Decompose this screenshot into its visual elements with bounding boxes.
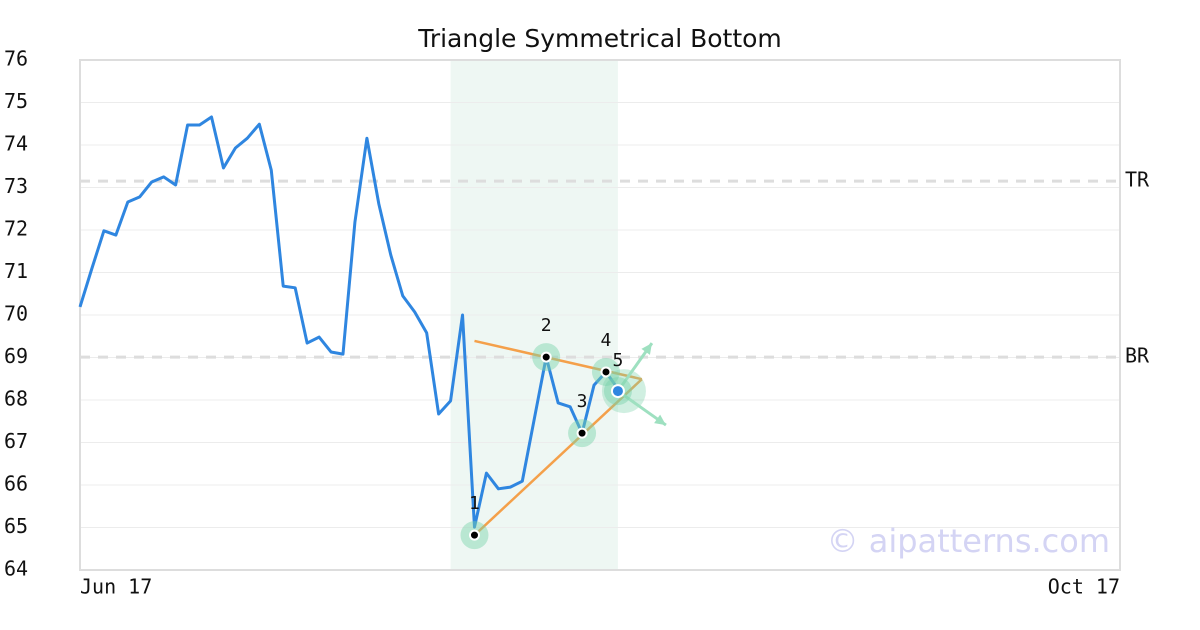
arrow-head: [654, 414, 666, 426]
point-label: 3: [577, 391, 588, 412]
point-label: 2: [541, 315, 552, 336]
y-tick-label: 76: [4, 47, 28, 71]
pattern-point: [600, 366, 612, 378]
y-tick-label: 65: [4, 514, 28, 538]
level-label: TR: [1125, 168, 1150, 192]
pattern-point: [576, 427, 588, 439]
chart-title: Triangle Symmetrical Bottom: [417, 24, 782, 53]
y-tick-label: 74: [4, 132, 28, 156]
arrow-head: [641, 343, 652, 355]
y-tick-label: 68: [4, 387, 28, 411]
point-label: 5: [613, 350, 624, 371]
y-tick-label: 70: [4, 302, 28, 326]
pattern-point: [610, 384, 625, 399]
y-tick-label: 75: [4, 89, 28, 113]
point-label: 1: [469, 493, 480, 514]
y-tick-label: 66: [4, 472, 28, 496]
y-tick-label: 67: [4, 429, 28, 453]
trend-line: [474, 339, 643, 381]
point-label: 4: [601, 330, 612, 351]
price-line: [78, 115, 620, 529]
level-label: BR: [1125, 344, 1150, 368]
y-tick-label: 72: [4, 217, 28, 241]
x-tick-label: Jun 17: [80, 575, 152, 599]
plot-frame: [79, 59, 1121, 571]
pattern-point: [540, 351, 552, 363]
y-tick-label: 69: [4, 344, 28, 368]
y-tick-label: 64: [4, 557, 28, 581]
trend-line: [473, 378, 643, 537]
x-tick-label: Oct 17: [1048, 575, 1120, 599]
y-tick-label: 71: [4, 259, 28, 283]
y-tick-label: 73: [4, 174, 28, 198]
pattern-point: [468, 529, 480, 541]
watermark: © aipatterns.com: [827, 522, 1110, 560]
